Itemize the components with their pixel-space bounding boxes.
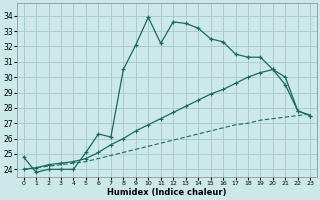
X-axis label: Humidex (Indice chaleur): Humidex (Indice chaleur)	[107, 188, 227, 197]
